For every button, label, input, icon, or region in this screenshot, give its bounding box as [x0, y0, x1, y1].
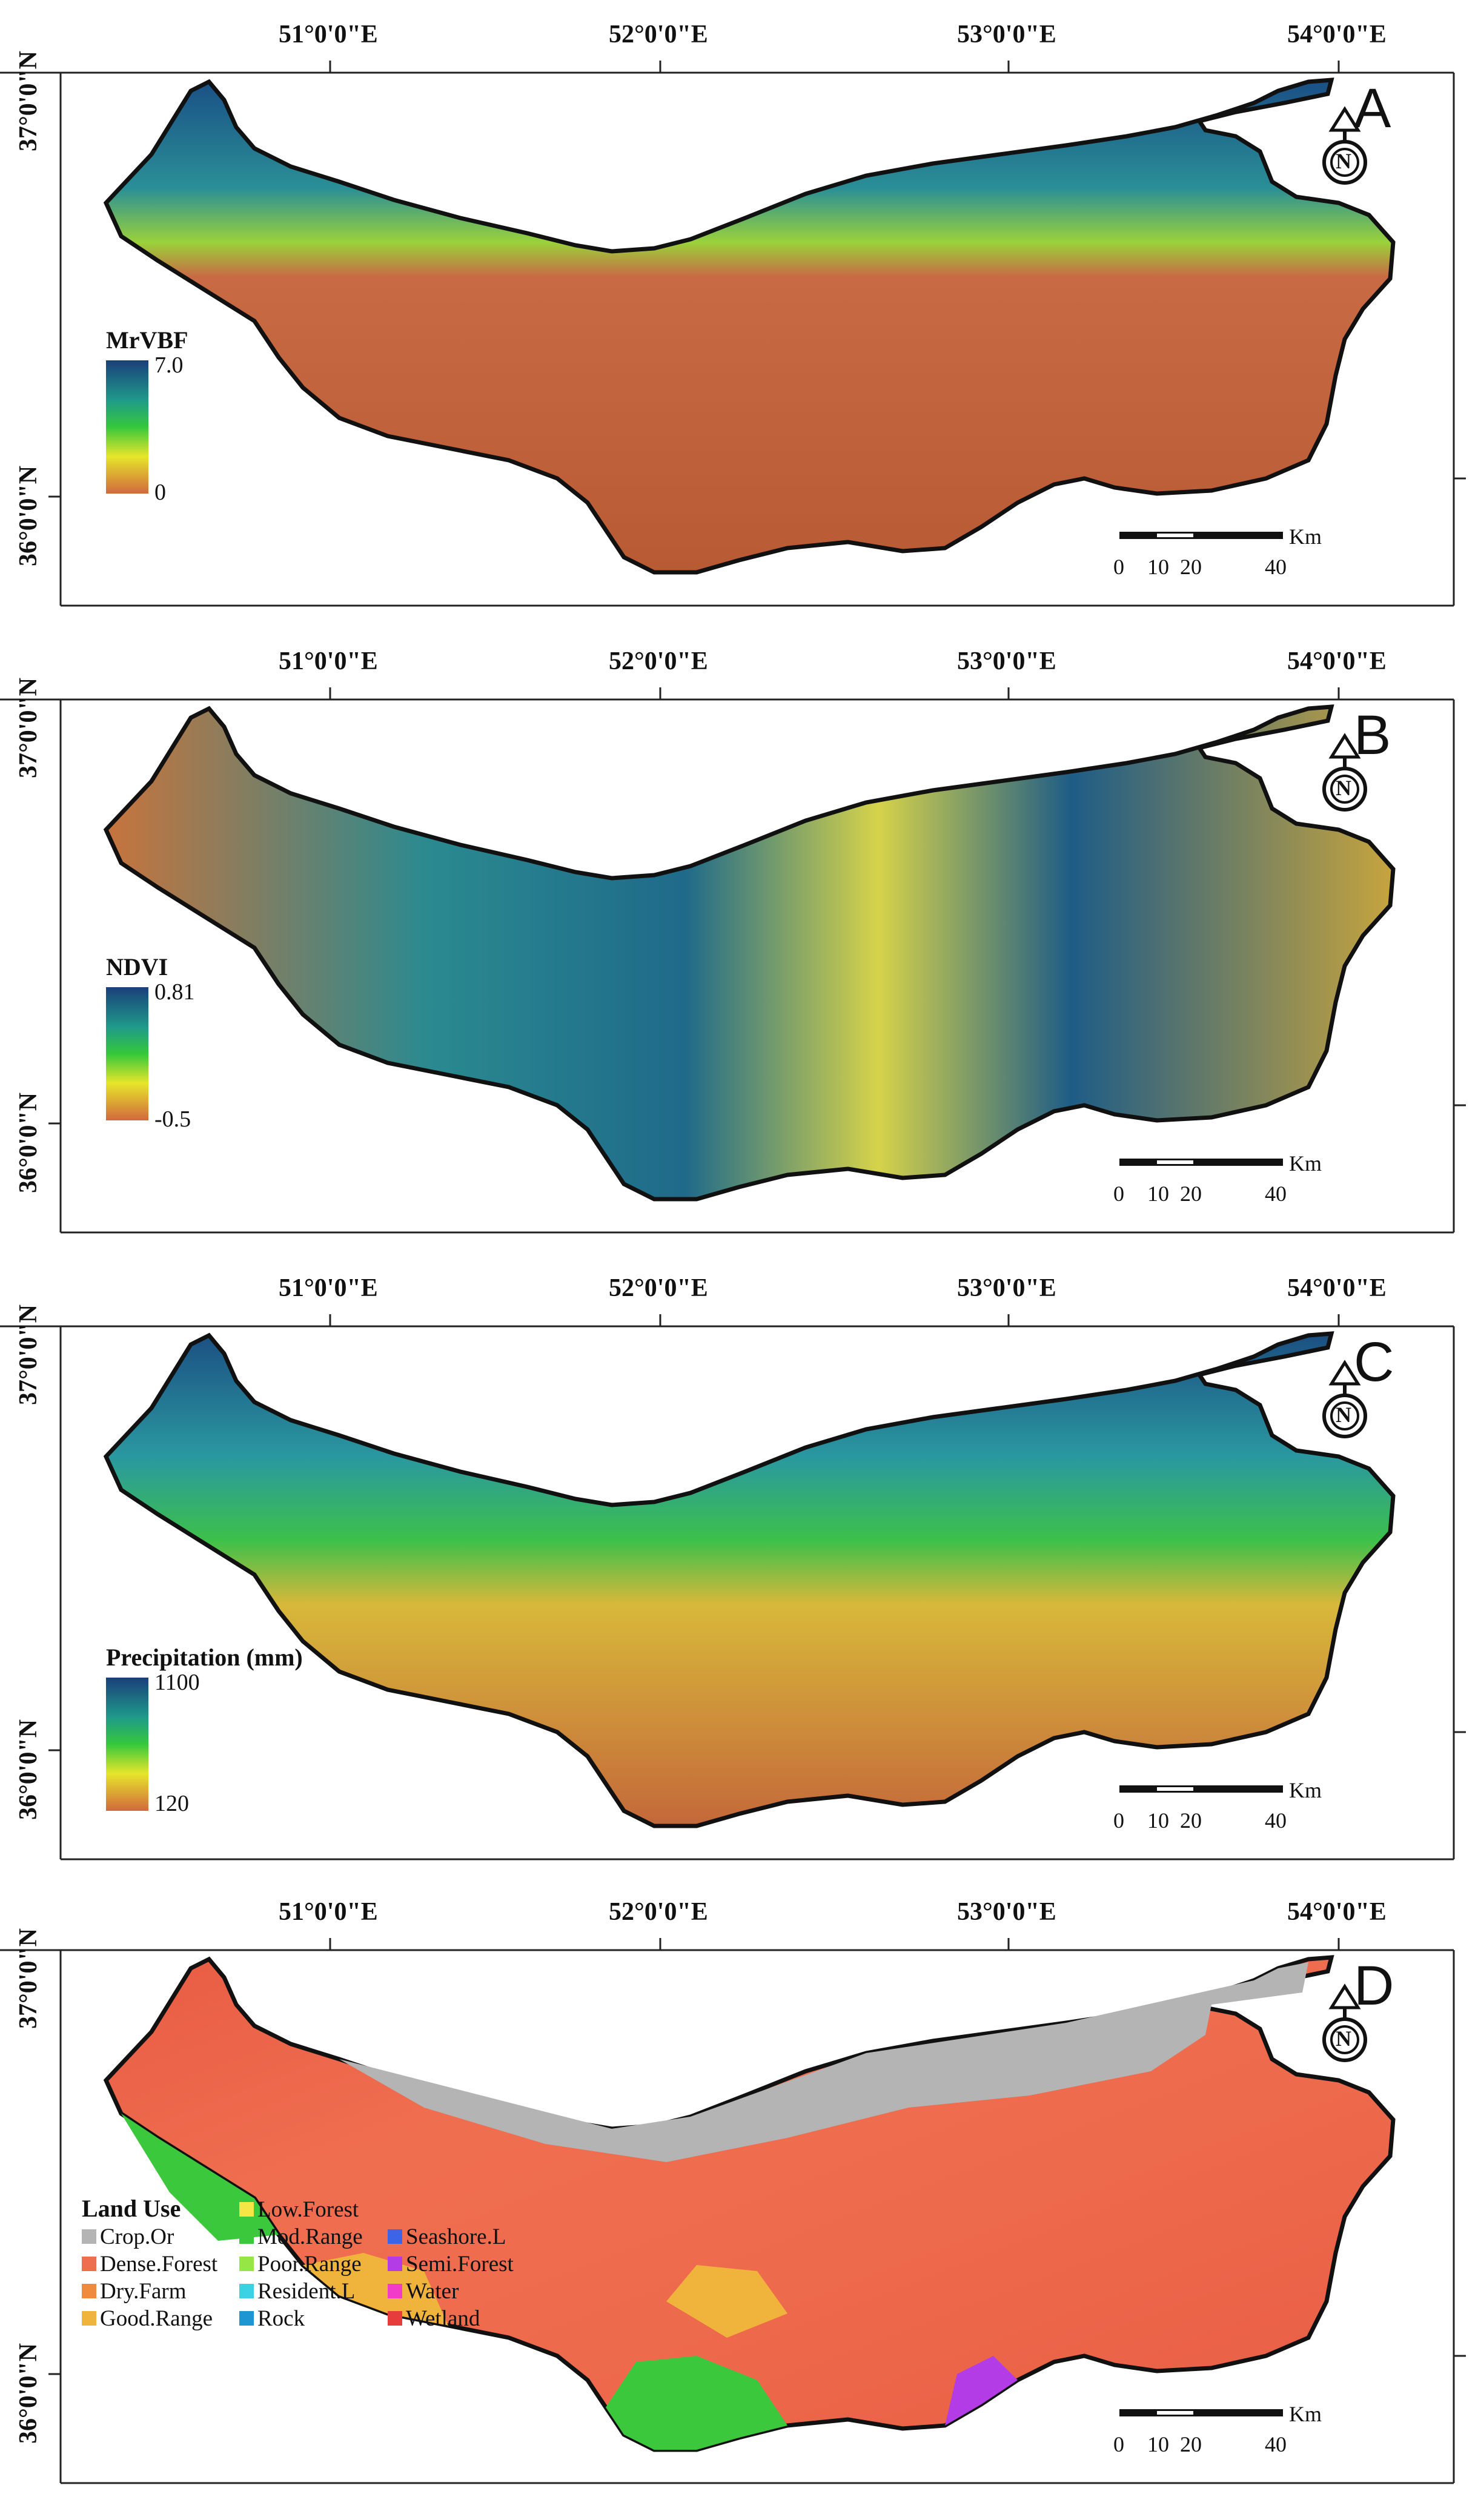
- scale-unit: Km: [1289, 1778, 1322, 1802]
- map-frame: A MrVBF 7.0 0 Km 0 10 20 40 51°0'0"E 52°…: [0, 21, 1478, 627]
- land-use-swatch: [239, 2257, 254, 2271]
- land-use-label: Water: [406, 2279, 459, 2304]
- scale-tick-20: 20: [1180, 2432, 1202, 2456]
- scale-tick-10: 10: [1147, 555, 1169, 579]
- land-use-label: Good.Range: [100, 2306, 213, 2331]
- land-use-label: Resident.L: [257, 2279, 355, 2304]
- scale-tick-40: 40: [1265, 1182, 1287, 1206]
- lon-label-52: 52°0'0"E: [609, 1898, 708, 1926]
- lon-label-51: 51°0'0"E: [279, 1898, 378, 1926]
- lon-label-51: 51°0'0"E: [279, 21, 378, 48]
- lon-label-54: 54°0'0"E: [1287, 1274, 1387, 1302]
- land-use-label: Dense.Forest: [100, 2252, 218, 2277]
- lon-label-53: 53°0'0"E: [957, 21, 1056, 48]
- legend-title: Land Use: [82, 2195, 181, 2222]
- lon-label-51: 51°0'0"E: [279, 1274, 378, 1302]
- scale-tick-0: 0: [1113, 1808, 1124, 1833]
- lat-label-36: 36°0'0"N: [15, 1719, 42, 1820]
- map-panel-c: C Precipitation (mm) 1100 120 Km 0 10 20…: [0, 1254, 1478, 1877]
- legend-min-label: 0: [154, 480, 166, 505]
- land-use-label: Semi.Forest: [406, 2252, 514, 2277]
- lat-label-37: 37°0'0"N: [15, 1928, 42, 2029]
- land-use-swatch: [82, 2257, 96, 2271]
- panel-letter: C: [1354, 1331, 1394, 1393]
- land-use-swatch: [388, 2229, 402, 2244]
- land-use-label: Mod.Range: [257, 2224, 363, 2249]
- map-frame: C Precipitation (mm) 1100 120 Km 0 10 20…: [0, 1274, 1478, 1877]
- lat-label-36: 36°0'0"N: [15, 1093, 42, 1193]
- scale-unit: Km: [1289, 1151, 1322, 1176]
- legend-min-label: 120: [154, 1791, 189, 1816]
- land-use-label: Seashore.L: [406, 2224, 506, 2249]
- map-panel-d: D Land Use Crop.Or Dense.Forest Dry.Farm Go…: [0, 1877, 1478, 2520]
- land-use-swatch: [388, 2257, 402, 2271]
- lon-label-54: 54°0'0"E: [1287, 1898, 1387, 1926]
- lon-label-54: 54°0'0"E: [1287, 647, 1387, 675]
- legend-title: MrVBF: [106, 326, 188, 354]
- lon-label-53: 53°0'0"E: [957, 647, 1056, 675]
- scale-tick-10: 10: [1147, 1808, 1169, 1833]
- land-use-swatch: [239, 2284, 254, 2298]
- scale-unit: Km: [1289, 524, 1322, 549]
- scale-tick-40: 40: [1265, 555, 1287, 579]
- scale-tick-10: 10: [1147, 2432, 1169, 2456]
- scale-tick-20: 20: [1180, 555, 1202, 579]
- scale-tick-40: 40: [1265, 2432, 1287, 2456]
- legend-min-label: -0.5: [154, 1106, 191, 1132]
- map-panel-b: B NDVI 0.81 -0.5 Km 0 10 20 40 51°0'0"E …: [0, 627, 1478, 1254]
- lon-label-52: 52°0'0"E: [609, 647, 708, 675]
- land-use-label: Rock: [257, 2306, 305, 2331]
- land-use-label: Poor.Range: [257, 2252, 362, 2277]
- land-use-label: Wetland: [406, 2306, 480, 2331]
- lon-label-51: 51°0'0"E: [279, 647, 378, 675]
- lon-label-53: 53°0'0"E: [957, 1274, 1056, 1302]
- land-use-swatch: [82, 2229, 96, 2244]
- legend-max-label: 1100: [154, 1670, 200, 1695]
- legend-title: NDVI: [106, 953, 168, 981]
- land-use-swatch: [388, 2311, 402, 2326]
- north-arrow-label: N: [1336, 2026, 1351, 2051]
- lat-label-37: 37°0'0"N: [15, 51, 42, 151]
- land-use-swatch: [82, 2284, 96, 2298]
- scale-tick-10: 10: [1147, 1182, 1169, 1206]
- north-arrow-label: N: [1336, 149, 1351, 173]
- legend-title: Precipitation (mm): [106, 1644, 303, 1671]
- legend-max-label: 7.0: [154, 352, 184, 378]
- land-use-swatch: [239, 2229, 254, 2244]
- scale-tick-20: 20: [1180, 1808, 1202, 1833]
- land-use-label: Low.Forest: [257, 2197, 359, 2222]
- land-use-label: Dry.Farm: [100, 2279, 187, 2304]
- map-frame: B NDVI 0.81 -0.5 Km 0 10 20 40 51°0'0"E …: [0, 647, 1478, 1254]
- panel-letter: B: [1354, 704, 1391, 766]
- land-use-swatch: [239, 2311, 254, 2326]
- lat-label-36: 36°0'0"N: [15, 2343, 42, 2444]
- map-panel-a: A MrVBF 7.0 0 Km 0 10 20 40 51°0'0"E 52°…: [0, 0, 1478, 627]
- lon-label-54: 54°0'0"E: [1287, 21, 1387, 48]
- lon-label-53: 53°0'0"E: [957, 1898, 1056, 1926]
- scale-tick-20: 20: [1180, 1182, 1202, 1206]
- scale-tick-0: 0: [1113, 1182, 1124, 1206]
- scale-unit: Km: [1289, 2402, 1322, 2426]
- lat-label-37: 37°0'0"N: [15, 678, 42, 778]
- land-use-swatch: [239, 2202, 254, 2217]
- panel-letter: A: [1354, 78, 1391, 139]
- scale-tick-0: 0: [1113, 2432, 1124, 2456]
- lon-label-52: 52°0'0"E: [609, 1274, 708, 1302]
- north-arrow-label: N: [1336, 1403, 1351, 1427]
- lat-label-37: 37°0'0"N: [15, 1305, 42, 1405]
- land-use-swatch: [388, 2284, 402, 2298]
- scale-tick-40: 40: [1265, 1808, 1287, 1833]
- panel-letter: D: [1354, 1955, 1394, 2017]
- lon-label-52: 52°0'0"E: [609, 21, 708, 48]
- legend-max-label: 0.81: [154, 979, 195, 1005]
- lat-label-36: 36°0'0"N: [15, 466, 42, 566]
- scale-tick-0: 0: [1113, 555, 1124, 579]
- land-use-swatch: [82, 2311, 96, 2326]
- land-use-label: Crop.Or: [100, 2224, 174, 2249]
- north-arrow-label: N: [1336, 776, 1351, 800]
- map-frame: D Land Use Crop.Or Dense.ForestDry.FarmGo…: [0, 1898, 1478, 2520]
